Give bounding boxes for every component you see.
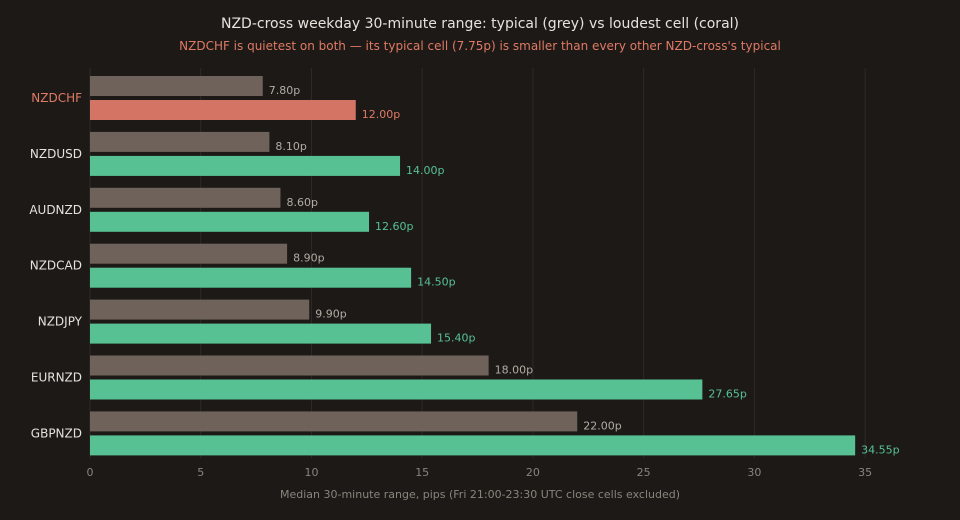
chart-title: NZD-cross weekday 30-minute range: typic… xyxy=(221,16,739,32)
loudest-bar xyxy=(90,267,412,288)
x-tick-label: 30 xyxy=(747,466,761,479)
data-label: 9.90p xyxy=(315,308,346,321)
x-tick-label: 10 xyxy=(304,466,318,479)
typical-bar xyxy=(90,243,288,264)
typical-bar xyxy=(90,187,281,208)
category-label: AUDNZD xyxy=(29,203,82,217)
data-label: 12.60p xyxy=(375,220,413,233)
data-label: 14.50p xyxy=(417,276,455,289)
chart-subtitle: NZDCHF is quietest on both — its typical… xyxy=(179,39,781,53)
data-label: 27.65p xyxy=(708,388,746,401)
typical-bar xyxy=(90,131,270,152)
data-label: 14.00p xyxy=(406,164,444,177)
x-tick-label: 20 xyxy=(526,466,540,479)
bars xyxy=(90,76,856,456)
typical-bar xyxy=(90,355,489,376)
category-label: NZDUSD xyxy=(30,147,82,161)
x-tick-label: 25 xyxy=(637,466,651,479)
loudest-bar xyxy=(90,379,703,400)
typical-bar xyxy=(90,76,263,96)
loudest-bar xyxy=(90,435,856,456)
data-label: 34.55p xyxy=(861,443,899,456)
data-label: 7.80p xyxy=(269,84,300,97)
category-label: NZDCHF xyxy=(31,91,82,105)
x-tick-label: 0 xyxy=(87,466,94,479)
data-label: 18.00p xyxy=(495,364,533,377)
typical-bar xyxy=(90,299,310,320)
typical-bar xyxy=(90,411,578,432)
data-label: 12.00p xyxy=(362,108,400,121)
x-tick-label: 35 xyxy=(858,466,872,479)
loudest-bar xyxy=(90,100,356,120)
category-label: NZDJPY xyxy=(38,315,83,329)
data-label: 15.40p xyxy=(437,332,475,345)
category-label: EURNZD xyxy=(31,371,82,385)
loudest-bar xyxy=(90,211,370,232)
data-label: 8.10p xyxy=(275,140,306,153)
x-axis-label: Median 30-minute range, pips (Fri 21:00-… xyxy=(280,488,680,501)
data-label: 8.90p xyxy=(293,252,324,265)
data-label: 8.60p xyxy=(286,196,317,209)
x-tick-label: 5 xyxy=(197,466,204,479)
x-tick-label: 15 xyxy=(415,466,429,479)
category-label: GBPNZD xyxy=(31,426,82,440)
data-label: 22.00p xyxy=(583,419,621,432)
category-label: NZDCAD xyxy=(30,259,82,273)
labels: 0 5 10 15 20 25 30 35 NZDCHF 7.80p 12.00p NZDUSD 8.1… xyxy=(29,84,899,479)
loudest-bar xyxy=(90,155,401,176)
loudest-bar xyxy=(90,323,432,344)
